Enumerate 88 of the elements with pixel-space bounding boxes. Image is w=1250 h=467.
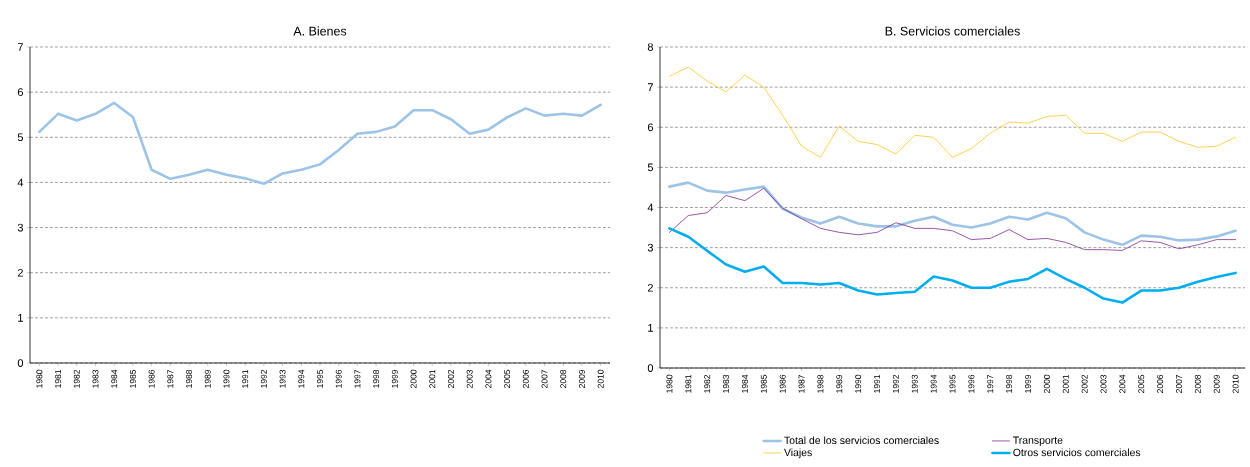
y-tick-label: 4 <box>17 178 24 187</box>
x-tick-label: 1994 <box>930 374 937 393</box>
line-series <box>669 66 1236 158</box>
chart-title: B. Servicios comerciales <box>885 26 1020 36</box>
y-tick-label: 5 <box>647 163 654 172</box>
x-tick-label: 2003 <box>466 369 473 388</box>
x-tick-label: 1987 <box>798 374 805 393</box>
x-tick-label: 1992 <box>892 374 899 393</box>
x-tick-label: 1990 <box>223 369 230 388</box>
y-tick-label: 6 <box>17 88 23 97</box>
x-tick-label: 1996 <box>968 374 975 393</box>
x-tick-label: 2005 <box>504 369 511 388</box>
x-tick-label: 1989 <box>204 369 211 388</box>
x-tick-label: 1993 <box>279 369 286 388</box>
x-tick-label: 2008 <box>1194 374 1201 393</box>
x-tick-label: 2000 <box>410 369 417 388</box>
x-tick-label: 1983 <box>723 374 730 393</box>
legend-label: Transporte <box>1013 436 1063 446</box>
legend-label: Otros servicios comerciales <box>1013 448 1141 457</box>
x-tick-label: 1981 <box>685 374 692 393</box>
x-tick-label: 1997 <box>987 374 994 393</box>
x-tick-label: 1980 <box>36 369 43 388</box>
y-tick-label: 8 <box>647 43 653 51</box>
x-tick-label: 2009 <box>578 369 585 388</box>
x-tick-label: 2001 <box>1062 374 1069 393</box>
y-tick-label: 2 <box>647 283 653 292</box>
x-tick-label: 1989 <box>836 374 843 393</box>
x-tick-label: 1998 <box>373 369 380 388</box>
x-tick-label: 1988 <box>186 369 193 388</box>
x-tick-label: 2002 <box>1081 374 1088 393</box>
x-tick-label: 1990 <box>855 374 862 393</box>
line-series <box>38 101 602 186</box>
x-tick-label: 1982 <box>73 369 80 388</box>
x-tick-label: 2007 <box>1175 374 1182 393</box>
x-tick-label: 1982 <box>704 374 711 393</box>
x-tick-label: 2009 <box>1213 374 1220 393</box>
x-tick-label: 1994 <box>298 369 305 388</box>
x-tick-label: 1980 <box>666 374 673 393</box>
y-tick-label: 1 <box>648 324 653 332</box>
x-tick-label: 2000 <box>1043 374 1050 393</box>
x-tick-label: 2008 <box>560 369 567 388</box>
x-tick-label: 2004 <box>1119 374 1126 393</box>
line-series <box>668 227 1237 304</box>
x-tick-label: 1999 <box>391 369 398 388</box>
y-tick-label: 7 <box>647 83 653 91</box>
x-tick-label: 1986 <box>779 374 786 393</box>
x-tick-label: 2006 <box>1157 374 1164 393</box>
y-tick-label: 4 <box>647 203 654 212</box>
x-tick-label: 1999 <box>1025 374 1031 393</box>
y-tick-label: 2 <box>17 268 23 277</box>
x-tick-label: 1981 <box>55 369 62 388</box>
legend-label: Viajes <box>784 448 812 459</box>
x-tick-label: 1987 <box>167 369 174 388</box>
x-tick-label: 1988 <box>817 374 824 393</box>
y-tick-label: 3 <box>647 243 653 252</box>
chart-title: A. Bienes <box>293 26 347 36</box>
x-tick-label: 1998 <box>1006 374 1013 393</box>
y-tick-label: 5 <box>17 133 24 142</box>
x-tick-label: 1996 <box>335 369 342 388</box>
y-tick-label: 0 <box>647 364 654 372</box>
y-tick-label: 3 <box>17 223 23 232</box>
x-tick-label: 1984 <box>741 374 748 393</box>
x-tick-label: 1985 <box>760 374 767 393</box>
x-tick-label: 1995 <box>949 374 956 393</box>
x-tick-label: 1984 <box>111 369 118 388</box>
x-tick-label: 1992 <box>260 369 267 388</box>
x-tick-label: 1995 <box>317 369 323 388</box>
x-tick-label: 2010 <box>1232 374 1239 393</box>
x-tick-label: 1991 <box>242 369 249 388</box>
x-tick-label: 2005 <box>1138 374 1145 393</box>
x-tick-label: 1993 <box>911 374 918 393</box>
x-tick-label: 1991 <box>874 374 881 393</box>
y-tick-label: 7 <box>17 43 23 51</box>
y-tick-label: 6 <box>647 123 653 132</box>
x-tick-label: 2004 <box>485 369 492 388</box>
y-tick-label: 1 <box>18 314 23 322</box>
x-tick-label: 2001 <box>429 369 436 388</box>
legend-label: Total de los servicios comerciales <box>784 436 939 445</box>
x-tick-label: 2002 <box>447 369 454 388</box>
x-tick-label: 2003 <box>1100 374 1107 393</box>
x-tick-label: 1983 <box>92 369 99 388</box>
x-tick-label: 1986 <box>148 369 155 388</box>
x-tick-label: 2006 <box>522 369 529 388</box>
x-tick-label: 1985 <box>129 369 136 388</box>
x-tick-label: 2010 <box>597 369 604 388</box>
x-tick-label: 1997 <box>354 369 361 388</box>
x-tick-label: 2007 <box>541 369 548 388</box>
y-tick-label: 0 <box>17 359 24 367</box>
